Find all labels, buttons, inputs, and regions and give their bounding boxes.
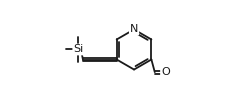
Text: N: N (130, 24, 138, 34)
Text: Si: Si (73, 44, 84, 54)
Text: O: O (161, 67, 170, 77)
